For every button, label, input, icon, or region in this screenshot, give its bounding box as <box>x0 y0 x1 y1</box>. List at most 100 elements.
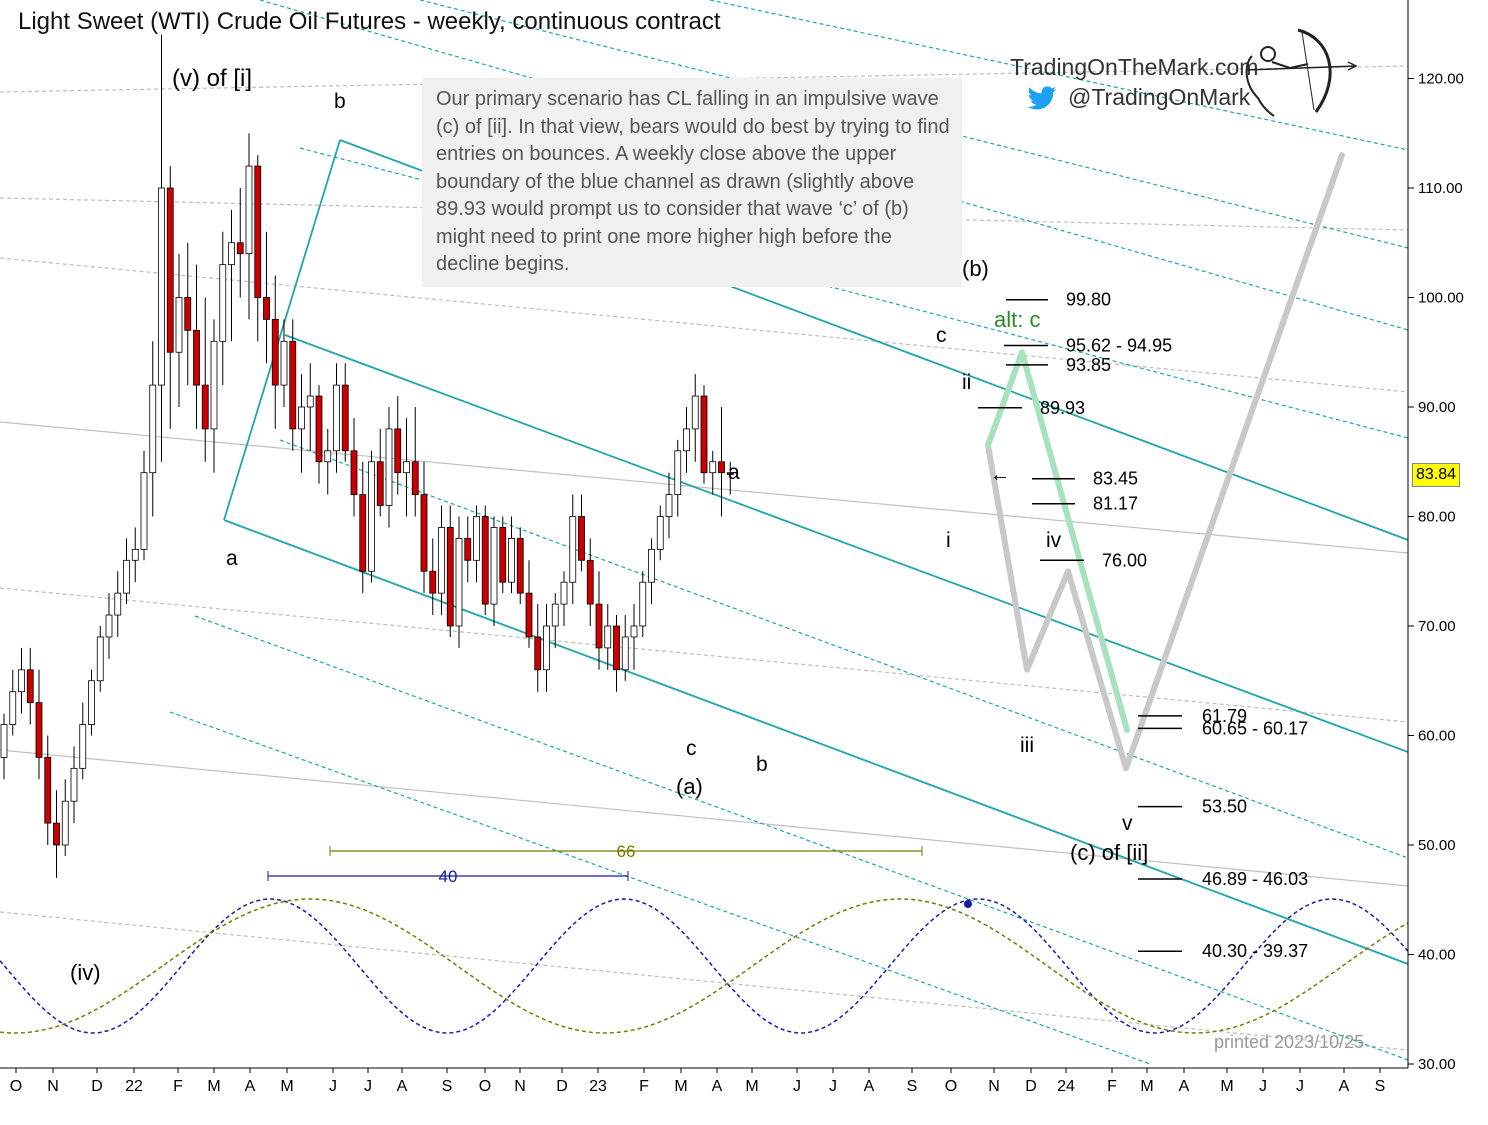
candle-body <box>9 691 17 725</box>
wave-label: iv <box>1046 529 1062 552</box>
current-arrow-icon: ← <box>990 464 1010 486</box>
candle-body <box>630 625 638 638</box>
x-tick-label: S <box>1375 1078 1386 1095</box>
grey-line <box>0 257 1409 393</box>
wave-label: (a) <box>676 774 703 799</box>
candle-body <box>464 538 472 561</box>
candle-body <box>123 559 130 594</box>
x-tick-label: A <box>1179 1078 1190 1095</box>
candle-body <box>534 636 542 671</box>
candle-body <box>149 384 157 474</box>
wave-label: b <box>334 90 346 113</box>
candle-body <box>53 822 60 846</box>
price-level-label: 93.85 <box>1066 355 1111 375</box>
candle-body <box>306 395 314 408</box>
candle-body <box>438 527 445 594</box>
wave-label: a <box>226 547 238 570</box>
price-level-label: 60.65 - 60.17 <box>1202 718 1308 738</box>
candle-body <box>508 538 515 583</box>
candle-body <box>350 450 358 495</box>
channel-dashed <box>169 711 1151 1065</box>
candle-body <box>700 395 708 474</box>
twitter-handle[interactable]: @TradingOnMark <box>1068 84 1251 110</box>
candle-body <box>105 614 113 638</box>
candle-body <box>61 800 69 846</box>
y-tick-label: 60.00 <box>1418 728 1456 745</box>
x-tick-label: 23 <box>589 1078 607 1095</box>
candle-body <box>368 461 375 572</box>
wave-label: ii <box>962 371 971 394</box>
twitter-bird-icon[interactable] <box>1026 86 1058 112</box>
cycle-40-wave <box>0 898 1409 1034</box>
candle-body <box>263 297 270 320</box>
price-level-label: 40.30 - 39.37 <box>1202 941 1308 961</box>
grey-line <box>0 587 1409 723</box>
candle-body <box>726 472 734 475</box>
candle-body <box>184 297 192 331</box>
candle-body <box>18 669 25 693</box>
x-tick-label: S <box>907 1078 918 1095</box>
candle-body <box>70 767 78 802</box>
cycle-66-label: 66 <box>617 842 636 861</box>
candle-body <box>158 187 165 386</box>
channel-line <box>223 139 341 521</box>
x-tick-label: M <box>1140 1078 1153 1095</box>
price-level-label: 81.17 <box>1093 494 1138 514</box>
x-tick-label: M <box>280 1078 293 1095</box>
candle-body <box>411 461 419 495</box>
x-tick-label: F <box>639 1078 649 1095</box>
y-tick-label: 80.00 <box>1418 509 1456 526</box>
candle-body <box>446 527 454 627</box>
printed-date: printed 2023/10/25 <box>1214 1032 1365 1052</box>
x-tick-label: D <box>556 1078 568 1095</box>
y-tick-label: 40.00 <box>1418 947 1456 964</box>
x-tick-label: F <box>1107 1078 1117 1095</box>
y-tick-label: 70.00 <box>1418 618 1456 635</box>
candle-body <box>621 636 629 671</box>
candle-body <box>394 428 402 474</box>
channel-dashed <box>194 615 1409 1061</box>
candle-body <box>35 702 43 758</box>
candle-body <box>665 494 673 517</box>
candle-body <box>26 669 34 704</box>
wave-label: c <box>936 324 947 347</box>
candle-body <box>595 603 603 649</box>
candle-body <box>114 592 122 616</box>
x-tick-label: A <box>712 1078 723 1095</box>
candle-body <box>245 165 253 255</box>
candle-body <box>569 516 577 583</box>
channel-dashed <box>419 0 1409 249</box>
candle-body <box>210 340 218 430</box>
candle-body <box>718 461 725 474</box>
wave-label: b <box>756 753 768 776</box>
channel-dashed <box>279 439 1409 859</box>
price-level-label: 46.89 - 46.03 <box>1202 869 1308 889</box>
candle-body <box>88 680 95 725</box>
candle-body <box>219 264 227 342</box>
candle-body <box>481 516 489 605</box>
candle-body <box>674 450 682 495</box>
site-name[interactable]: TradingOnTheMark.com <box>1010 54 1259 80</box>
candle-body <box>578 516 585 561</box>
x-tick-label: A <box>245 1078 256 1095</box>
cycle-marker <box>964 900 972 908</box>
projection-grey-path <box>985 152 1345 772</box>
candle-body <box>236 242 244 255</box>
archer-logo-icon <box>1245 28 1358 117</box>
candle-body <box>709 461 717 474</box>
candle-body <box>315 395 323 463</box>
wave-label: (iv) <box>70 960 101 985</box>
y-tick-label: 30.00 <box>1418 1056 1456 1073</box>
x-tick-label: N <box>514 1078 526 1095</box>
candle-body <box>639 581 647 627</box>
candle-body <box>429 570 437 594</box>
x-tick-label: A <box>397 1078 408 1095</box>
candle-body <box>298 406 305 430</box>
grey-line <box>0 197 1409 231</box>
x-tick-label: J <box>1296 1078 1304 1095</box>
candle-body <box>683 428 690 452</box>
candle-body <box>648 548 655 583</box>
x-tick-label: M <box>1220 1078 1233 1095</box>
wave-label: c <box>686 737 697 760</box>
